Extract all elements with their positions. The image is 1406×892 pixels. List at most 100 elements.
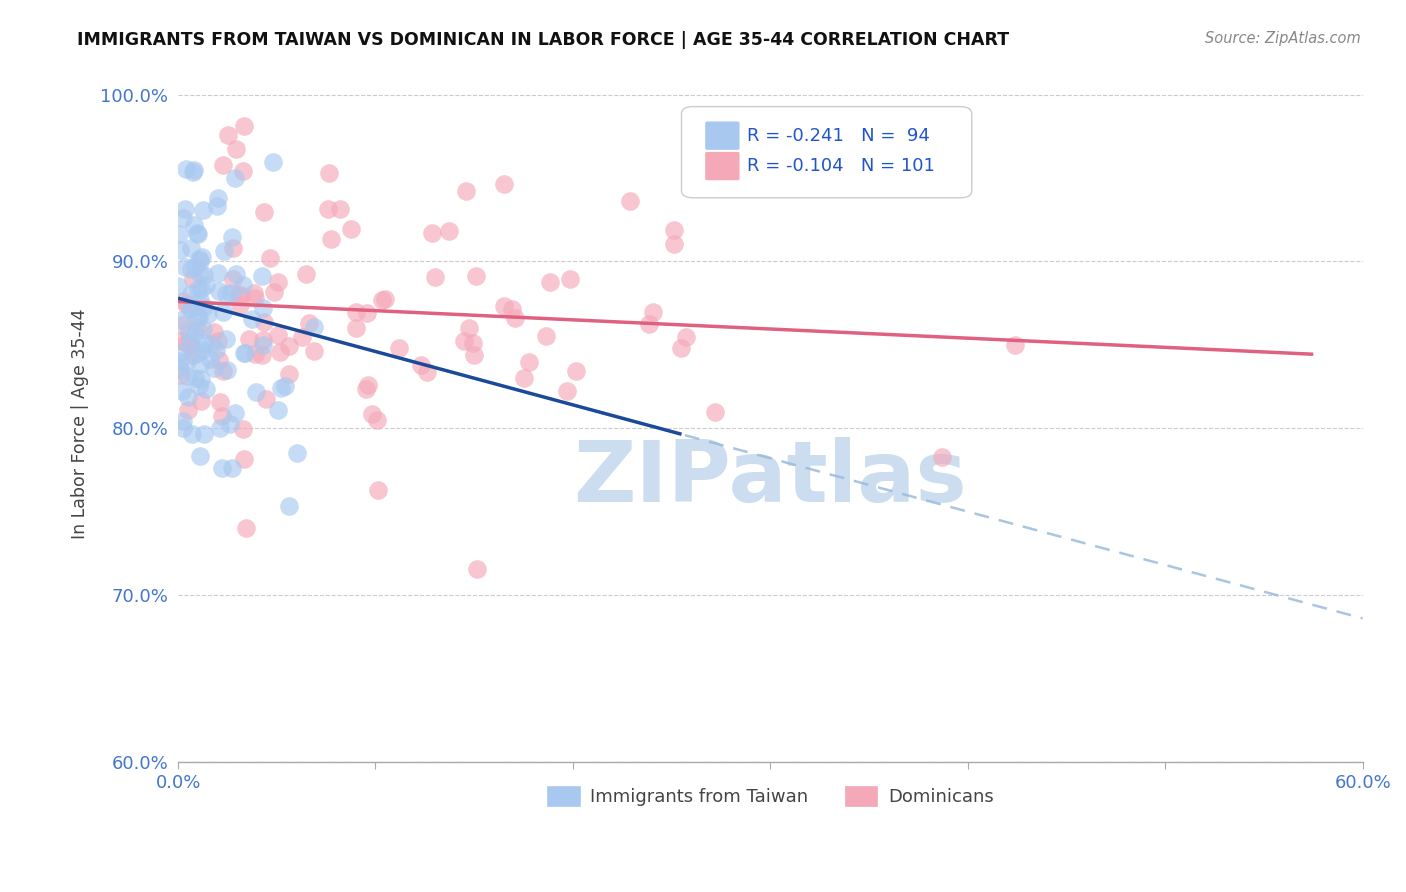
Point xyxy=(198,352,221,367)
Point xyxy=(367,483,389,497)
Point xyxy=(252,301,274,315)
Point xyxy=(269,344,291,359)
Point xyxy=(224,406,246,420)
Point xyxy=(409,358,432,372)
Point xyxy=(703,405,725,419)
Point xyxy=(669,341,692,355)
Point xyxy=(319,232,342,246)
Point xyxy=(240,312,263,326)
Point xyxy=(387,341,409,355)
Point xyxy=(186,319,208,334)
Point xyxy=(215,332,238,346)
Point xyxy=(211,409,233,423)
Point xyxy=(513,371,536,385)
Point xyxy=(197,307,219,321)
Text: ZIPatlas: ZIPatlas xyxy=(574,436,967,520)
Point xyxy=(180,262,202,277)
Point xyxy=(328,202,350,216)
Point xyxy=(170,344,193,359)
Point xyxy=(180,301,202,315)
Point xyxy=(662,236,685,251)
Point xyxy=(193,336,215,351)
Point xyxy=(169,243,191,257)
Point xyxy=(250,348,273,362)
Point xyxy=(357,377,380,392)
Point xyxy=(555,384,578,398)
Point xyxy=(360,407,382,421)
Point xyxy=(226,287,249,301)
Point xyxy=(295,268,318,282)
Point xyxy=(267,275,290,289)
Point xyxy=(208,284,231,298)
Point xyxy=(221,229,243,244)
Point xyxy=(207,334,229,348)
Point xyxy=(238,332,260,346)
Point xyxy=(870,141,893,155)
Point xyxy=(356,305,378,319)
Point xyxy=(179,325,201,339)
Point xyxy=(176,390,198,404)
Point xyxy=(173,293,195,308)
Point xyxy=(285,446,308,460)
Point xyxy=(169,354,191,368)
Point xyxy=(195,278,218,293)
Point xyxy=(219,417,242,431)
Point xyxy=(187,282,209,296)
Point xyxy=(181,165,204,179)
Point xyxy=(619,194,641,208)
Point xyxy=(266,403,288,417)
Point xyxy=(180,338,202,352)
Point xyxy=(173,202,195,217)
Point xyxy=(190,250,212,264)
Point xyxy=(190,293,212,307)
Point xyxy=(233,119,256,133)
Point xyxy=(172,211,194,225)
Point xyxy=(181,426,204,441)
Point xyxy=(253,315,276,329)
Point xyxy=(233,452,256,467)
Point xyxy=(187,227,209,242)
Point xyxy=(232,163,254,178)
Point xyxy=(221,461,243,475)
Point xyxy=(245,384,267,399)
Point xyxy=(465,268,488,283)
Point xyxy=(225,267,247,281)
Point xyxy=(517,355,540,369)
Point xyxy=(209,394,232,409)
Point xyxy=(503,310,526,325)
Point xyxy=(664,223,686,237)
Point xyxy=(183,219,205,233)
Point xyxy=(374,292,396,306)
Point xyxy=(207,266,229,280)
Point xyxy=(191,322,214,336)
Point xyxy=(416,365,439,379)
Point xyxy=(232,422,254,436)
Point xyxy=(298,316,321,330)
Point xyxy=(183,371,205,385)
Point xyxy=(420,226,443,240)
Point xyxy=(209,421,232,435)
Point xyxy=(463,348,485,362)
Point xyxy=(253,205,276,219)
Point xyxy=(233,346,256,360)
Point xyxy=(177,403,200,417)
Point xyxy=(188,254,211,268)
Point xyxy=(181,271,204,285)
Point xyxy=(217,362,239,376)
Point xyxy=(536,329,558,343)
Point xyxy=(188,310,211,324)
Point xyxy=(188,268,211,282)
Point xyxy=(453,334,475,349)
Point xyxy=(458,321,481,335)
Point xyxy=(186,310,208,325)
Point xyxy=(215,287,238,301)
Point xyxy=(193,268,215,283)
Point xyxy=(643,305,665,319)
Point xyxy=(501,301,523,316)
Point xyxy=(179,302,201,317)
Point xyxy=(235,521,257,535)
Point xyxy=(423,270,446,285)
Text: R = -0.104   N = 101: R = -0.104 N = 101 xyxy=(747,157,935,175)
Point xyxy=(172,334,194,348)
Point xyxy=(494,177,516,191)
